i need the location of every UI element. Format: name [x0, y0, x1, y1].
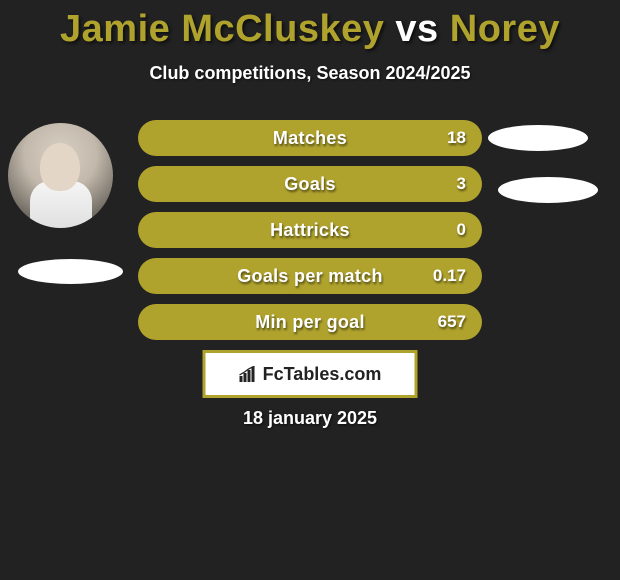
- stat-value: 3: [457, 174, 466, 194]
- stat-bar-min-per-goal: Min per goal 657: [138, 304, 482, 340]
- bar-chart-icon: [239, 366, 259, 382]
- stat-label: Matches: [273, 128, 347, 149]
- player2-ellipse-2: [498, 177, 598, 203]
- stat-label: Hattricks: [270, 220, 350, 241]
- player1-avatar: [8, 123, 113, 228]
- player2-ellipse-1: [488, 125, 588, 151]
- date-line: 18 january 2025: [0, 408, 620, 429]
- logo-text: FcTables.com: [239, 364, 382, 385]
- logo-label: FcTables.com: [263, 364, 382, 385]
- stat-value: 18: [447, 128, 466, 148]
- comparison-card: Jamie McCluskey vs Norey Club competitio…: [0, 0, 620, 580]
- page-title: Jamie McCluskey vs Norey: [0, 0, 620, 51]
- stat-label: Goals: [284, 174, 336, 195]
- source-logo: FcTables.com: [203, 350, 418, 398]
- title-vs: vs: [395, 8, 438, 50]
- stat-value: 0.17: [433, 266, 466, 286]
- stat-bar-matches: Matches 18: [138, 120, 482, 156]
- stat-label: Min per goal: [255, 312, 365, 333]
- stat-bars: Matches 18 Goals 3 Hattricks 0 Goals per…: [138, 120, 482, 350]
- stat-bar-goals: Goals 3: [138, 166, 482, 202]
- subtitle: Club competitions, Season 2024/2025: [0, 63, 620, 84]
- title-player2: Norey: [450, 8, 560, 50]
- player1-shadow-ellipse: [18, 259, 123, 284]
- stat-label: Goals per match: [237, 266, 383, 287]
- stat-bar-goals-per-match: Goals per match 0.17: [138, 258, 482, 294]
- title-player1: Jamie McCluskey: [60, 8, 384, 50]
- stat-bar-hattricks: Hattricks 0: [138, 212, 482, 248]
- stat-value: 657: [438, 312, 466, 332]
- stat-value: 0: [457, 220, 466, 240]
